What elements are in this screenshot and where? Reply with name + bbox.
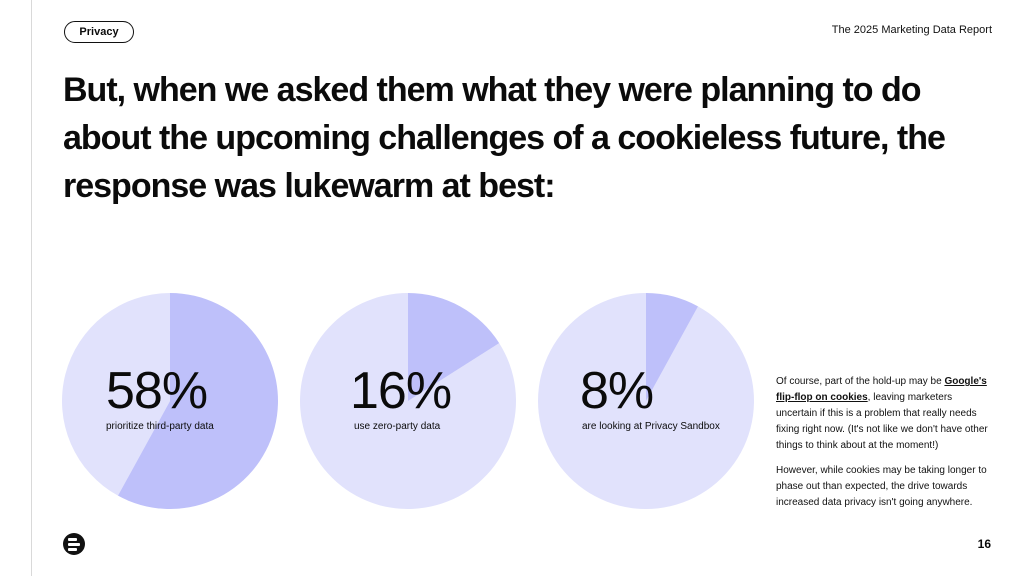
body-paragraph-1: Of course, part of the hold-up may be Go…	[776, 374, 992, 454]
brand-logo-icon	[63, 533, 85, 555]
google-cookies-link[interactable]: Google's flip-flop on cookies	[776, 376, 987, 403]
stat-pie-3: 8% are looking at Privacy Sandbox	[538, 293, 754, 509]
headline-line-3: response was lukewarm at best:	[63, 167, 556, 205]
stat-value-1: 58%	[106, 362, 208, 420]
stat-label-3: are looking at Privacy Sandbox	[582, 421, 720, 432]
headline-line-1: But, when we asked them what they were p…	[63, 71, 922, 109]
page-number: 16	[977, 537, 991, 551]
body-p1-text-before: Of course, part of the hold-up may be	[776, 376, 945, 387]
stat-value-2: 16%	[350, 362, 452, 420]
body-p1-text-after: , leaving marketers uncertain if this is…	[776, 392, 988, 451]
left-margin-rule	[31, 0, 32, 576]
pie-2-highlight-slice	[408, 293, 500, 401]
body-text: Of course, part of the hold-up may be Go…	[776, 374, 992, 520]
pie-1-base-slice	[62, 293, 170, 496]
stat-pie-1: 58% prioritize third-party data	[62, 293, 278, 509]
headline-line-2: about the upcoming challenges of a cooki…	[63, 119, 946, 157]
stat-label-2: use zero-party data	[354, 421, 441, 432]
pie-1-highlight-slice	[117, 293, 278, 509]
report-title: The 2025 Marketing Data Report	[831, 24, 992, 36]
stat-value-3: 8%	[580, 362, 654, 420]
pie-chart-1	[62, 293, 278, 509]
section-tag: Privacy	[64, 21, 134, 43]
pie-chart-3	[538, 293, 754, 509]
pie-chart-2	[300, 293, 516, 509]
stat-pie-2: 16% use zero-party data	[300, 293, 516, 509]
headline: But, when we asked them what they were p…	[63, 66, 993, 210]
pie-3-highlight-slice	[646, 293, 699, 401]
body-paragraph-2: However, while cookies may be taking lon…	[776, 465, 987, 508]
stat-label-1: prioritize third-party data	[106, 421, 214, 432]
